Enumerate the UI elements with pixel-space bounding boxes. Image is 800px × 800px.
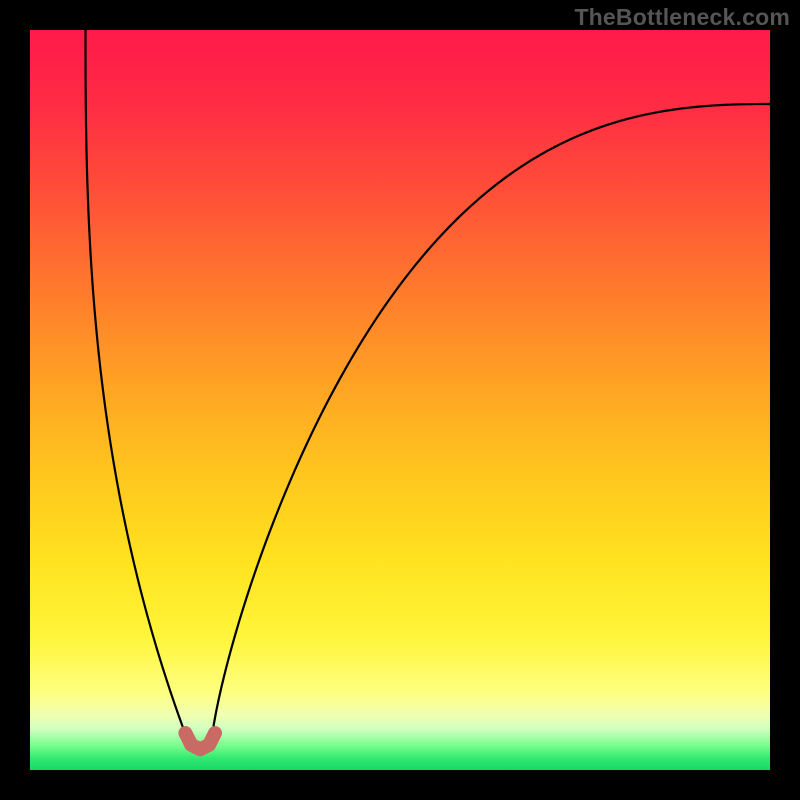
plot-background	[30, 30, 770, 770]
chart-container: TheBottleneck.com	[0, 0, 800, 800]
watermark-text: TheBottleneck.com	[574, 4, 790, 31]
bottleneck-chart	[0, 0, 800, 800]
